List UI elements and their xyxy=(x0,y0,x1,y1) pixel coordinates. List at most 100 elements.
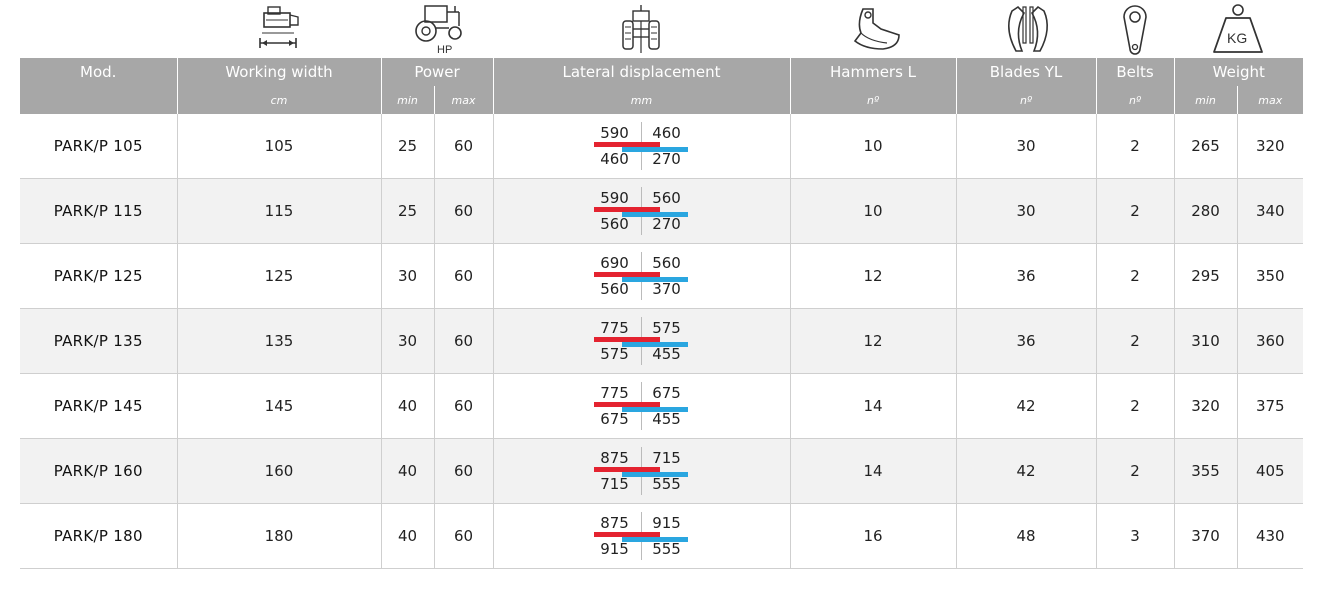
belts-cell: 2 xyxy=(1095,114,1175,179)
power-min-cell: 40 xyxy=(380,503,434,569)
col-belts-header: Belts xyxy=(1095,58,1175,86)
table-row: PARK/P 135 135 30 60 775 575 575 455 12 36 2 310 360 xyxy=(20,308,1304,374)
lateral-displacement-cell: 690 560 560 370 xyxy=(492,243,791,309)
power-max-cell: 60 xyxy=(433,503,494,569)
displacement-graphic: 690 560 560 370 xyxy=(592,252,692,300)
power-max-cell: 60 xyxy=(433,114,494,179)
header-row: Mod. Working width Power Lateral displac… xyxy=(20,58,1304,86)
weight-min-cell: 320 xyxy=(1173,373,1238,439)
blades-cell: 42 xyxy=(955,438,1097,504)
col-lateral-header: Lateral displacement xyxy=(492,58,791,86)
unit-working-width: cm xyxy=(176,86,381,114)
displacement-left-bottom: 915 xyxy=(600,540,629,558)
table-row: PARK/P 160 160 40 60 875 715 715 555 14 42 2 355 405 xyxy=(20,438,1304,504)
hammers-cell: 12 xyxy=(789,243,957,309)
blades-cell: 36 xyxy=(955,243,1097,309)
right-offset-bar xyxy=(621,472,688,477)
power-min-cell: 30 xyxy=(380,243,434,309)
blades-cell: 30 xyxy=(955,114,1097,179)
displacement-right-top: 675 xyxy=(652,384,681,402)
unit-weight-max: max xyxy=(1236,86,1304,114)
table-row: PARK/P 145 145 40 60 775 675 675 455 14 42 2 320 375 xyxy=(20,373,1304,439)
belts-cell: 2 xyxy=(1095,438,1175,504)
hammers-cell: 14 xyxy=(789,373,957,439)
weight-max-cell: 430 xyxy=(1236,503,1304,569)
left-offset-bar xyxy=(593,142,660,147)
working-width-cell: 160 xyxy=(176,438,381,504)
power-min-cell: 40 xyxy=(380,373,434,439)
displacement-left-bottom: 560 xyxy=(600,215,629,233)
weight-min-cell: 280 xyxy=(1173,178,1238,244)
unit-power-max: max xyxy=(433,86,494,114)
hp-label: HP xyxy=(437,44,452,56)
displacement-left-top: 775 xyxy=(600,384,629,402)
power-min-cell: 25 xyxy=(380,178,434,244)
col-power-header: Power xyxy=(380,58,494,86)
header-icons: HP xyxy=(20,0,1303,58)
right-offset-bar xyxy=(621,212,688,217)
weight-min-cell: 310 xyxy=(1173,308,1238,374)
belts-cell: 2 xyxy=(1095,178,1175,244)
displacement-right-top: 560 xyxy=(652,254,681,272)
displacement-right-top: 460 xyxy=(652,124,681,142)
hammers-cell: 10 xyxy=(789,178,957,244)
belts-cell: 2 xyxy=(1095,373,1175,439)
belts-cell: 2 xyxy=(1095,308,1175,374)
power-min-cell: 30 xyxy=(380,308,434,374)
table-row: PARK/P 125 125 30 60 690 560 560 370 12 36 2 295 350 xyxy=(20,243,1304,309)
belts-cell: 2 xyxy=(1095,243,1175,309)
power-max-cell: 60 xyxy=(433,308,494,374)
lateral-displacement-cell: 590 560 560 270 xyxy=(492,178,791,244)
power-max-cell: 60 xyxy=(433,243,494,309)
weight-max-cell: 320 xyxy=(1236,114,1304,179)
table-row: PARK/P 180 180 40 60 875 915 915 555 16 48 3 370 430 xyxy=(20,503,1304,569)
model-cell: PARK/P 180 xyxy=(20,503,177,569)
weight-min-cell: 295 xyxy=(1173,243,1238,309)
weight-max-cell: 350 xyxy=(1236,243,1304,309)
displacement-left-top: 875 xyxy=(600,449,629,467)
displacement-graphic: 875 715 715 555 xyxy=(592,447,692,495)
left-offset-bar xyxy=(593,402,660,407)
left-offset-bar xyxy=(593,337,660,342)
unit-power-min: min xyxy=(380,86,434,114)
right-offset-bar xyxy=(621,537,688,542)
model-cell: PARK/P 125 xyxy=(20,243,177,309)
hammers-cell: 10 xyxy=(789,114,957,179)
hammer-icon xyxy=(843,2,909,56)
displacement-right-bottom: 555 xyxy=(652,540,681,558)
displacement-right-bottom: 270 xyxy=(652,215,681,233)
displacement-left-bottom: 560 xyxy=(600,280,629,298)
displacement-right-bottom: 270 xyxy=(652,150,681,168)
displacement-right-top: 915 xyxy=(652,514,681,532)
blades-icon xyxy=(1000,2,1056,56)
displacement-right-bottom: 555 xyxy=(652,475,681,493)
displacement-left-bottom: 675 xyxy=(600,410,629,428)
working-width-cell: 135 xyxy=(176,308,381,374)
weight-min-cell: 265 xyxy=(1173,114,1238,179)
power-min-cell: 25 xyxy=(380,114,434,179)
unit-lateral: mm xyxy=(492,86,791,114)
lateral-displacement-cell: 875 715 715 555 xyxy=(492,438,791,504)
col-mod-header: Mod. xyxy=(20,58,177,86)
displacement-graphic: 775 575 575 455 xyxy=(592,317,692,365)
lateral-displacement-cell: 775 675 675 455 xyxy=(492,373,791,439)
power-max-cell: 60 xyxy=(433,178,494,244)
col-blades-header: Blades YL xyxy=(955,58,1097,86)
weight-max-cell: 360 xyxy=(1236,308,1304,374)
hammers-cell: 16 xyxy=(789,503,957,569)
displacement-right-bottom: 455 xyxy=(652,410,681,428)
left-offset-bar xyxy=(593,467,660,472)
displacement-graphic: 590 560 560 270 xyxy=(592,187,692,235)
model-cell: PARK/P 135 xyxy=(20,308,177,374)
blades-cell: 42 xyxy=(955,373,1097,439)
lateral-displacement-cell: 875 915 915 555 xyxy=(492,503,791,569)
working-width-cell: 105 xyxy=(176,114,381,179)
displacement-graphic: 875 915 915 555 xyxy=(592,512,692,560)
model-cell: PARK/P 105 xyxy=(20,114,177,179)
belt-icon xyxy=(1118,2,1152,56)
col-weight-header: Weight xyxy=(1173,58,1304,86)
lateral-displacement-cell: 775 575 575 455 xyxy=(492,308,791,374)
displacement-right-top: 560 xyxy=(652,189,681,207)
weight-kg-icon: KG xyxy=(1206,2,1270,56)
weight-min-cell: 355 xyxy=(1173,438,1238,504)
